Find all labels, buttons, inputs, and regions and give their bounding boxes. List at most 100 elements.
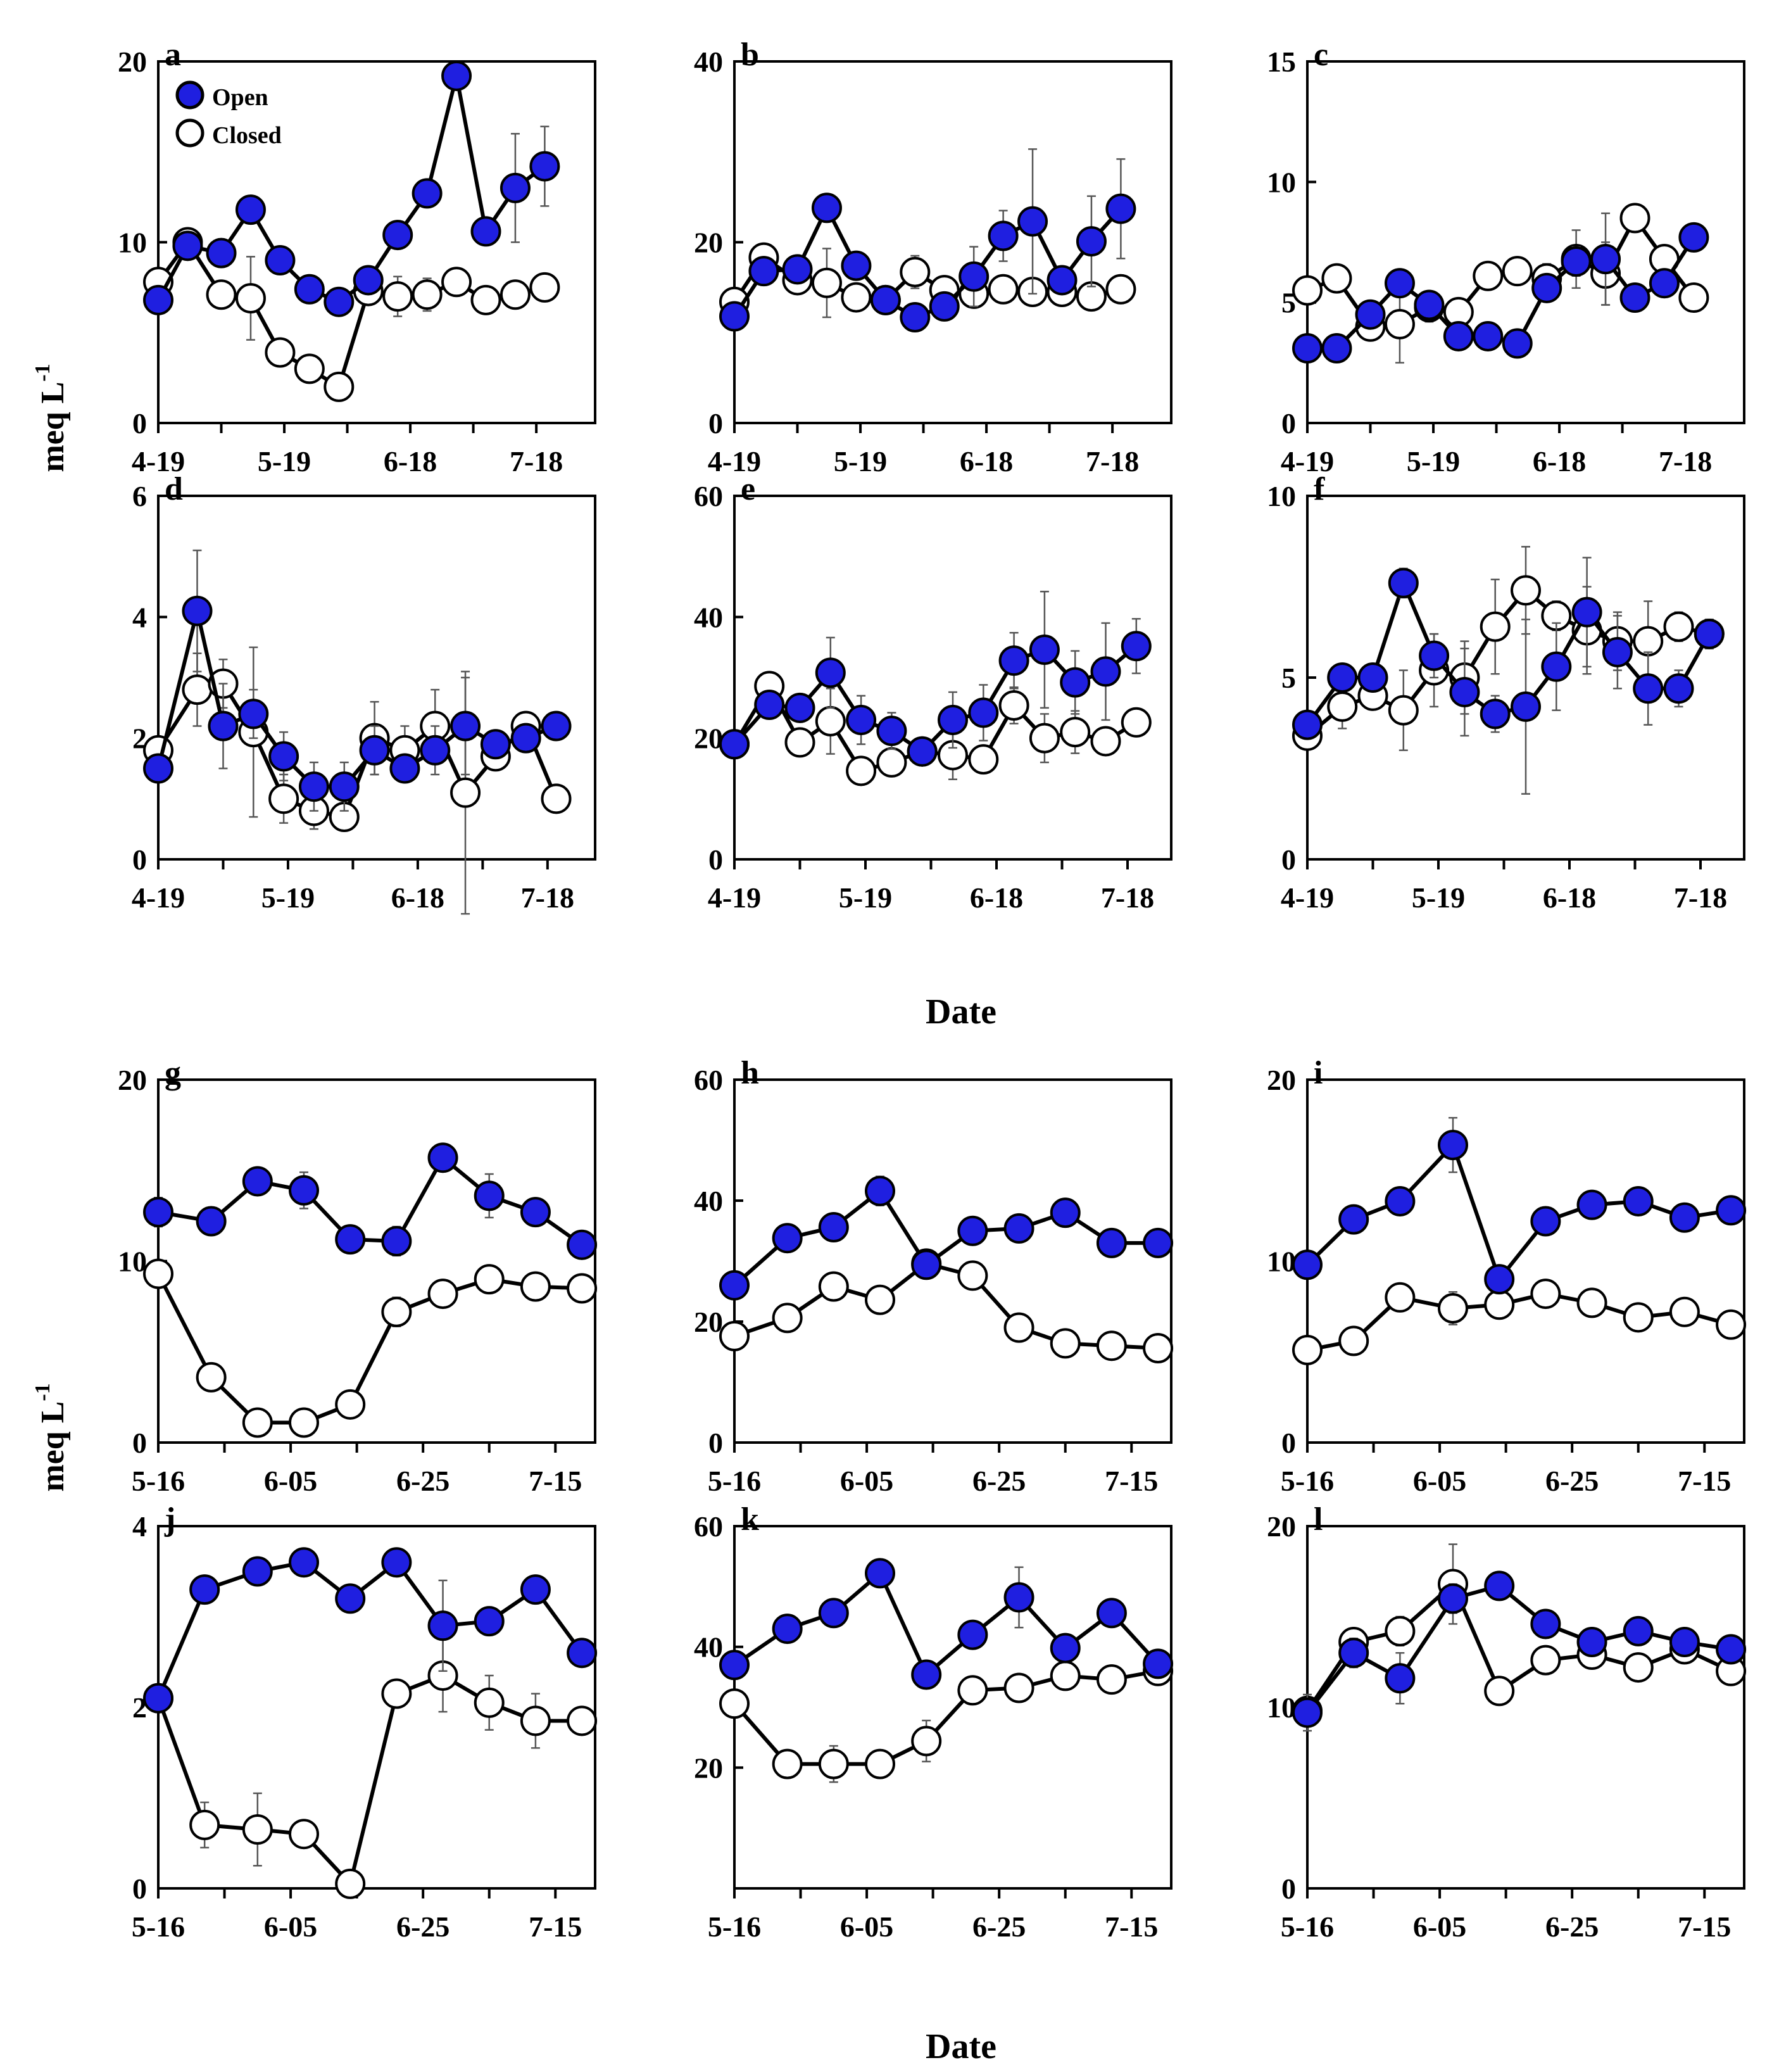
x-tick-label: 6-05 — [840, 1911, 893, 1943]
y-tick-label: 10 — [118, 227, 147, 259]
x-tick-label: 6-05 — [264, 1911, 317, 1943]
data-point-open — [238, 698, 269, 730]
data-point-open — [1338, 1204, 1369, 1235]
data-point-open — [1047, 265, 1078, 296]
y-tick-label: 20 — [694, 723, 723, 755]
x-tick-label: 6-18 — [384, 445, 437, 477]
data-point-closed — [1060, 717, 1091, 748]
data-point-open — [841, 250, 872, 281]
series-line-closed — [732, 1669, 1159, 1766]
data-point-closed — [957, 1675, 988, 1706]
data-point-open — [289, 1547, 319, 1578]
data-point-closed — [772, 1303, 803, 1334]
data-point-open — [1090, 656, 1121, 687]
data-point-open — [470, 216, 501, 247]
data-point-open — [1576, 1627, 1607, 1658]
y-tick-label: 10 — [1267, 1246, 1296, 1278]
data-point-closed — [381, 1678, 412, 1709]
data-point-open — [957, 1215, 988, 1246]
data-point-open — [1096, 1227, 1127, 1258]
data-point-open — [1633, 673, 1664, 704]
series-closed — [719, 671, 1152, 786]
data-point-closed — [441, 267, 472, 298]
series-open — [719, 1558, 1174, 1690]
data-point-open — [1484, 1570, 1515, 1601]
data-point-closed — [841, 282, 872, 313]
x-tick-label: 5-19 — [261, 881, 315, 914]
y-tick-label: 15 — [1267, 46, 1296, 78]
series-line-open — [1305, 1143, 1732, 1282]
data-point-open — [1561, 246, 1592, 277]
data-point-open — [420, 735, 451, 766]
legend-closed-label: Closed — [212, 122, 282, 149]
data-point-open — [324, 286, 355, 317]
y-tick-label: 2 — [132, 723, 147, 755]
x-tick-label: 5-16 — [132, 1911, 185, 1943]
data-point-closed — [474, 1687, 505, 1718]
data-point-open — [1096, 1598, 1127, 1629]
data-point-open — [412, 178, 443, 209]
data-point-open — [1623, 1185, 1654, 1216]
x-tick-label: 5-19 — [834, 445, 887, 477]
y-tick-label: 60 — [694, 480, 723, 512]
data-point-open — [500, 172, 531, 203]
data-point-open — [1029, 634, 1060, 665]
data-point-open — [1292, 332, 1323, 363]
data-point-open — [1438, 1130, 1468, 1161]
data-point-open — [335, 1583, 366, 1614]
series-open — [143, 549, 572, 812]
data-point-open — [189, 1574, 220, 1605]
x-tick-label: 6-18 — [391, 881, 444, 914]
x-tick-label: 5-16 — [1281, 1465, 1334, 1497]
y-axis-label-bottom-text: meq L — [35, 1401, 71, 1492]
data-point-open — [865, 1175, 895, 1206]
data-point-open — [968, 697, 999, 728]
y-tick-label: 60 — [694, 1510, 723, 1543]
panel-g-letter: g — [165, 1055, 181, 1091]
series-open — [143, 1547, 598, 1714]
series-open — [719, 590, 1152, 767]
y-tick-label: 20 — [694, 1752, 723, 1784]
panel-e-frame — [733, 495, 1172, 861]
data-point-open — [1327, 662, 1358, 693]
data-point-open — [818, 1212, 849, 1243]
data-point-open — [865, 1558, 895, 1589]
data-point-closed — [1619, 203, 1650, 234]
svg-text:meq L-1: meq L-1 — [31, 363, 71, 472]
series-closed — [143, 1258, 598, 1438]
data-point-open — [719, 729, 750, 760]
series-line-open — [733, 1571, 1160, 1677]
data-point-open — [1531, 272, 1562, 303]
series-line-open — [156, 1560, 584, 1699]
data-point-open — [268, 741, 299, 772]
y-tick-label: 60 — [694, 1064, 723, 1096]
x-tick-label: 6-25 — [972, 1465, 1026, 1497]
data-point-open — [567, 1638, 598, 1669]
x-tick-label: 7-18 — [510, 445, 563, 477]
panel-a: a 0 10 20 4-19 5-19 6-18 7-18 — [118, 37, 596, 477]
data-point-open — [719, 1270, 750, 1301]
x-tick-label: 6-25 — [1545, 1911, 1599, 1943]
series-closed — [719, 1655, 1174, 1783]
data-point-open — [1357, 662, 1388, 693]
data-point-open — [1385, 1663, 1416, 1694]
y-axis-label-top-superscript: -1 — [31, 363, 54, 381]
data-point-closed — [382, 281, 413, 312]
data-point-open — [427, 1610, 458, 1641]
x-tick-label: 7-15 — [1678, 1911, 1731, 1943]
data-point-open — [1576, 1189, 1607, 1220]
data-point-open — [818, 1598, 849, 1629]
series-open — [719, 1175, 1174, 1301]
data-point-open — [1716, 1195, 1747, 1226]
y-tick-label: 0 — [708, 1427, 723, 1459]
data-point-open — [1292, 1697, 1323, 1728]
series-open — [1292, 557, 1725, 795]
series-line-open — [158, 1156, 583, 1247]
data-point-closed — [265, 337, 296, 368]
data-point-open — [772, 1223, 803, 1254]
data-point-open — [1480, 698, 1511, 730]
data-point-open — [1649, 268, 1680, 299]
y-tick-label: 0 — [132, 1873, 147, 1905]
